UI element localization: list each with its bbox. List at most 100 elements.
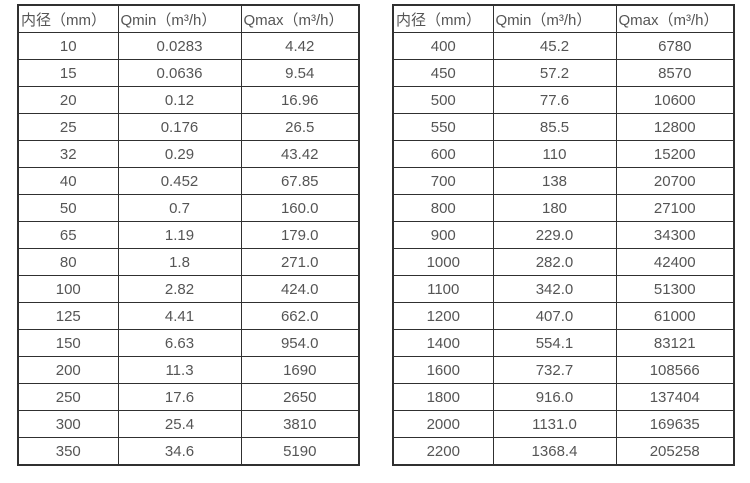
table-cell: 282.0: [492, 248, 617, 276]
table-cell: 1400: [392, 329, 494, 357]
header-row: 内径（mm） Qmin（m³/h） Qmax（m³/h）: [17, 4, 360, 33]
table-row: 550 85.5 12800: [392, 113, 735, 141]
table-cell: 50: [17, 194, 119, 222]
table-body: 10 0.0283 4.42 15 0.0636 9.54 20 0.12 16.96 25 0.1…: [17, 32, 360, 466]
table-cell: 3810: [240, 410, 360, 438]
table-row: 2200 1368.4 205258: [392, 437, 735, 466]
table-row: 25 0.176 26.5: [17, 113, 360, 141]
table-cell: 45.2: [492, 32, 617, 60]
table-cell: 110: [492, 140, 617, 168]
table-row: 1800 916.0 137404: [392, 383, 735, 411]
table-cell: 15: [17, 59, 119, 87]
table-cell: 180: [492, 194, 617, 222]
table-row: 400 45.2 6780: [392, 32, 735, 60]
table-cell: 554.1: [492, 329, 617, 357]
table-row: 150 6.63 954.0: [17, 329, 360, 357]
table-cell: 10600: [615, 86, 735, 114]
table-cell: 800: [392, 194, 494, 222]
table-row: 450 57.2 8570: [392, 59, 735, 87]
column-header: 内径（mm）: [17, 4, 119, 33]
table-row: 40 0.452 67.85: [17, 167, 360, 195]
table-cell: 700: [392, 167, 494, 195]
table-row: 350 34.6 5190: [17, 437, 360, 466]
table-cell: 300: [17, 410, 119, 438]
table-cell: 137404: [615, 383, 735, 411]
table-cell: 200: [17, 356, 119, 384]
table-header: 内径（mm） Qmin（m³/h） Qmax（m³/h）: [392, 4, 735, 33]
table-cell: 250: [17, 383, 119, 411]
table-row: 65 1.19 179.0: [17, 221, 360, 249]
table-cell: 51300: [615, 275, 735, 303]
table-cell: 100: [17, 275, 119, 303]
table-cell: 1368.4: [492, 437, 617, 466]
table-cell: 205258: [615, 437, 735, 466]
table-cell: 57.2: [492, 59, 617, 87]
table-cell: 229.0: [492, 221, 617, 249]
table-cell: 2000: [392, 410, 494, 438]
table-cell: 160.0: [240, 194, 360, 222]
table-cell: 342.0: [492, 275, 617, 303]
table-row: 80 1.8 271.0: [17, 248, 360, 276]
table-cell: 0.0283: [117, 32, 242, 60]
table-cell: 150: [17, 329, 119, 357]
table-cell: 108566: [615, 356, 735, 384]
table-cell: 25.4: [117, 410, 242, 438]
table-cell: 2.82: [117, 275, 242, 303]
table-cell: 67.85: [240, 167, 360, 195]
column-header: Qmax（m³/h）: [615, 4, 735, 33]
table-cell: 732.7: [492, 356, 617, 384]
table-cell: 350: [17, 437, 119, 466]
table-row: 1200 407.0 61000: [392, 302, 735, 330]
table-cell: 80: [17, 248, 119, 276]
table-cell: 10: [17, 32, 119, 60]
table-cell: 1200: [392, 302, 494, 330]
table-cell: 2650: [240, 383, 360, 411]
table-cell: 1.8: [117, 248, 242, 276]
table-cell: 27100: [615, 194, 735, 222]
table-cell: 34300: [615, 221, 735, 249]
table-row: 2000 1131.0 169635: [392, 410, 735, 438]
table-cell: 6780: [615, 32, 735, 60]
table-cell: 4.41: [117, 302, 242, 330]
table-cell: 9.54: [240, 59, 360, 87]
table-cell: 17.6: [117, 383, 242, 411]
table-header: 内径（mm） Qmin（m³/h） Qmax（m³/h）: [17, 4, 360, 33]
table-cell: 32: [17, 140, 119, 168]
table-row: 300 25.4 3810: [17, 410, 360, 438]
table-cell: 6.63: [117, 329, 242, 357]
table-cell: 83121: [615, 329, 735, 357]
table-row: 1600 732.7 108566: [392, 356, 735, 384]
table-cell: 0.0636: [117, 59, 242, 87]
table-cell: 662.0: [240, 302, 360, 330]
table-row: 1100 342.0 51300: [392, 275, 735, 303]
table-row: 900 229.0 34300: [392, 221, 735, 249]
table-cell: 8570: [615, 59, 735, 87]
table-row: 50 0.7 160.0: [17, 194, 360, 222]
table-row: 15 0.0636 9.54: [17, 59, 360, 87]
table-cell: 1800: [392, 383, 494, 411]
column-header: Qmin（m³/h）: [492, 4, 617, 33]
header-row: 内径（mm） Qmin（m³/h） Qmax（m³/h）: [392, 4, 735, 33]
table-cell: 26.5: [240, 113, 360, 141]
table-cell: 15200: [615, 140, 735, 168]
table-cell: 0.7: [117, 194, 242, 222]
table-cell: 400: [392, 32, 494, 60]
table-cell: 600: [392, 140, 494, 168]
table-cell: 11.3: [117, 356, 242, 384]
table-cell: 5190: [240, 437, 360, 466]
table-row: 20 0.12 16.96: [17, 86, 360, 114]
table-cell: 1690: [240, 356, 360, 384]
table-cell: 43.42: [240, 140, 360, 168]
table-cell: 450: [392, 59, 494, 87]
table-cell: 500: [392, 86, 494, 114]
table-cell: 169635: [615, 410, 735, 438]
table-row: 700 138 20700: [392, 167, 735, 195]
table-row: 250 17.6 2650: [17, 383, 360, 411]
table-row: 500 77.6 10600: [392, 86, 735, 114]
table-cell: 1100: [392, 275, 494, 303]
flow-rate-table-large-diameters: 内径（mm） Qmin（m³/h） Qmax（m³/h） 400 45.2 6780 45…: [392, 4, 735, 466]
table-cell: 1000: [392, 248, 494, 276]
flow-rate-table-small-diameters: 内径（mm） Qmin（m³/h） Qmax（m³/h） 10 0.0283 4.42 1…: [17, 4, 360, 466]
table-cell: 61000: [615, 302, 735, 330]
